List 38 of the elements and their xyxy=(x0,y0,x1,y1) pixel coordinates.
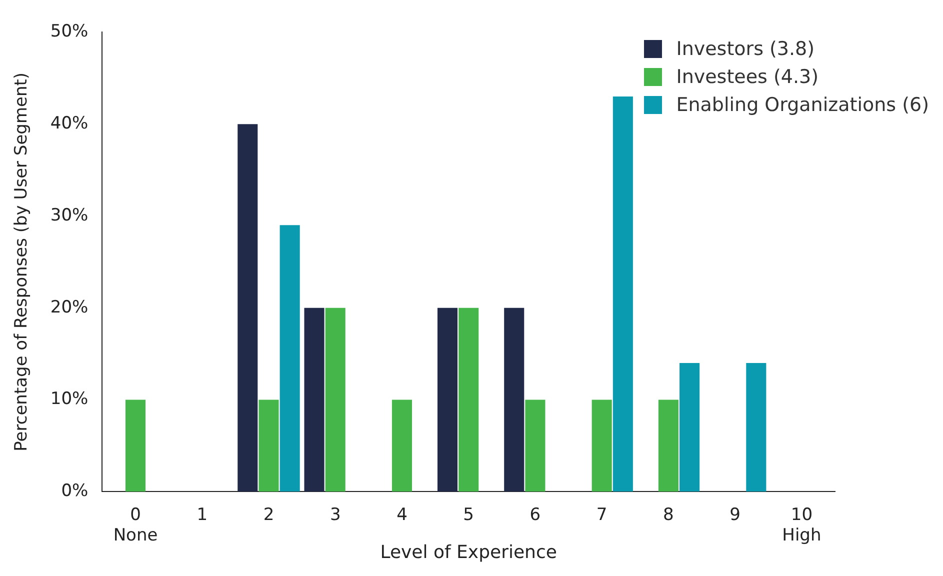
bar xyxy=(238,124,258,492)
y-tick-label: 10% xyxy=(50,389,88,410)
bar xyxy=(612,96,633,492)
x-tick-label: 0 None xyxy=(113,505,158,546)
bar xyxy=(392,400,412,492)
x-tick-label: 5 xyxy=(463,505,474,526)
x-tick-label: 4 xyxy=(396,505,408,526)
bar xyxy=(504,308,524,492)
bar xyxy=(304,308,324,492)
x-tick-label: 6 xyxy=(530,505,541,526)
x-tick-label: 9 xyxy=(730,505,740,526)
bar xyxy=(525,400,546,492)
legend-label: Enabling Organizations (6) xyxy=(676,94,929,116)
bar xyxy=(125,400,146,492)
x-axis-title: Level of Experience xyxy=(380,542,557,563)
x-tick-label: 7 xyxy=(596,505,608,526)
bar xyxy=(592,400,612,492)
legend-label: Investors (3.8) xyxy=(676,38,815,60)
y-tick-label: 0% xyxy=(61,481,88,502)
y-axis-title: Percentage of Responses (by User Segment) xyxy=(12,72,32,452)
x-tick-label: 10 High xyxy=(782,505,822,546)
bar xyxy=(680,362,700,492)
y-tick-label: 50% xyxy=(50,22,88,42)
x-tick-label: 1 xyxy=(196,505,208,526)
bar xyxy=(437,308,458,492)
bar xyxy=(458,308,479,492)
bar xyxy=(658,400,678,492)
x-tick-label: 8 xyxy=(663,505,674,526)
bar xyxy=(325,308,346,492)
x-tick-label: 3 xyxy=(330,505,341,526)
bar xyxy=(280,225,300,492)
y-tick-label: 20% xyxy=(50,297,88,318)
legend-label: Investees (4.3) xyxy=(676,66,819,88)
y-tick-label: 30% xyxy=(50,205,88,226)
bar xyxy=(746,362,766,492)
y-tick-label: 40% xyxy=(50,114,88,134)
bar xyxy=(258,400,279,492)
x-tick-label: 2 xyxy=(263,505,274,526)
